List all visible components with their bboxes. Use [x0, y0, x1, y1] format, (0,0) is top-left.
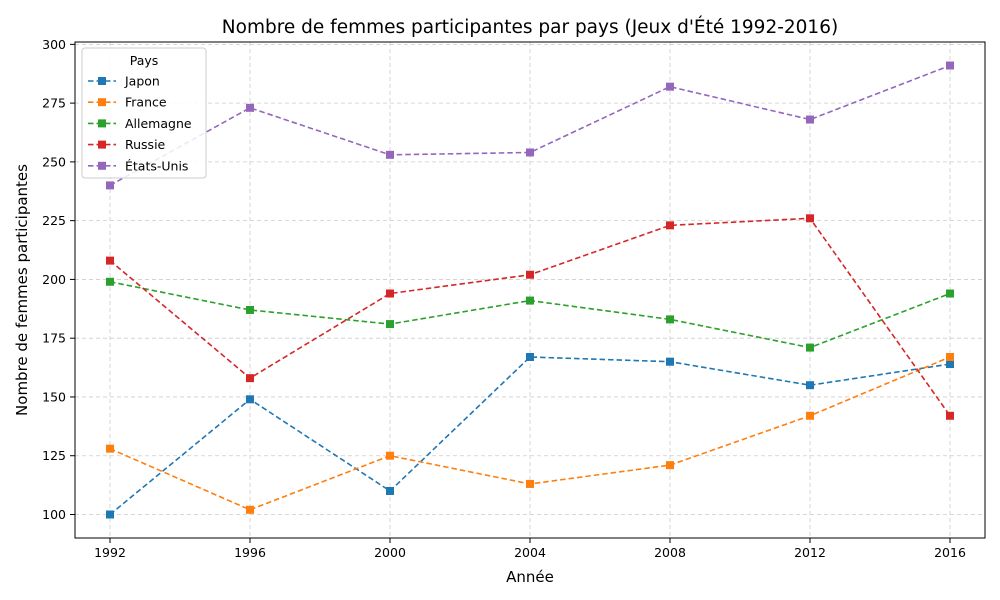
data-point	[526, 296, 534, 305]
x-tick-label: 2000	[374, 545, 406, 560]
y-tick-label: 125	[42, 448, 66, 463]
series-japon	[106, 352, 954, 519]
data-point	[246, 103, 254, 112]
chart-title: Nombre de femmes participantes par pays …	[222, 16, 838, 38]
x-tick-label: 1996	[234, 545, 266, 560]
data-point	[946, 289, 954, 298]
data-point	[666, 221, 674, 230]
legend-box	[81, 47, 207, 179]
series-layer	[106, 61, 954, 519]
data-point	[386, 289, 394, 298]
data-point	[666, 357, 674, 366]
data-point	[246, 305, 254, 314]
legend-label: Japon	[124, 74, 160, 89]
data-point	[526, 270, 534, 279]
x-axis-title: Année	[506, 568, 554, 586]
y-tick-label: 275	[42, 96, 66, 111]
y-tick-label: 225	[42, 213, 66, 228]
data-point	[666, 315, 674, 324]
series-line	[109, 64, 951, 187]
y-tick-label: 250	[42, 154, 66, 169]
grid	[75, 42, 985, 538]
data-point	[386, 451, 394, 460]
series-russie	[106, 214, 954, 420]
legend-marker	[98, 119, 106, 128]
legend-marker	[98, 77, 106, 85]
legend-entry: France	[88, 95, 167, 110]
data-point	[106, 510, 114, 519]
data-point	[106, 277, 114, 286]
y-tick-label: 100	[42, 507, 66, 522]
x-tick-label: 2004	[514, 545, 546, 560]
legend-title: Pays	[130, 53, 159, 68]
legend-label: États-Unis	[125, 158, 188, 173]
data-point	[526, 148, 534, 157]
data-point	[806, 381, 814, 390]
data-point	[246, 374, 254, 383]
y-axis-title: Nombre de femmes participantes	[13, 164, 31, 416]
data-point	[246, 395, 254, 404]
y-tick-label: 300	[42, 37, 66, 52]
data-point	[526, 352, 534, 361]
data-point	[246, 505, 254, 514]
x-tick-label: 1992	[94, 545, 126, 560]
series-allemagne	[106, 277, 954, 352]
data-point	[946, 352, 954, 361]
legend-entry: États-Unis	[88, 158, 188, 173]
data-point	[106, 444, 114, 453]
y-tick-label: 200	[42, 272, 66, 287]
series--tats-unis	[106, 61, 954, 190]
legend: Pays Japon France Allemagne Russie États-Uni…	[81, 47, 207, 179]
data-point	[806, 411, 814, 420]
data-point	[806, 343, 814, 352]
axes: 1992 1996 2000 2004 2008 2012 2016 100 125 150 175…	[42, 37, 966, 560]
legend-marker	[98, 161, 106, 170]
legend-marker	[98, 140, 106, 149]
data-point	[946, 61, 954, 70]
legend-label: Allemagne	[125, 116, 192, 131]
y-tick-label: 150	[42, 389, 66, 404]
series-france	[106, 352, 954, 514]
data-point	[666, 82, 674, 91]
data-point	[806, 115, 814, 124]
legend-marker	[98, 98, 106, 107]
data-point	[386, 486, 394, 495]
legend-label: Russie	[125, 137, 166, 152]
data-point	[526, 479, 534, 488]
legend-entry: Russie	[88, 137, 166, 152]
y-tick-label: 175	[42, 331, 66, 346]
data-point	[386, 150, 394, 159]
data-point	[946, 360, 954, 369]
data-point	[386, 320, 394, 329]
legend-label: France	[125, 95, 167, 110]
legend-entry: Allemagne	[88, 116, 192, 131]
data-point	[946, 411, 954, 420]
data-point	[806, 214, 814, 223]
data-point	[106, 181, 114, 190]
x-tick-label: 2008	[654, 545, 686, 560]
x-tick-label: 2012	[794, 545, 826, 560]
data-point	[106, 256, 114, 265]
data-point	[666, 461, 674, 470]
legend-entry: Japon	[88, 74, 160, 89]
x-tick-label: 2016	[934, 545, 966, 560]
